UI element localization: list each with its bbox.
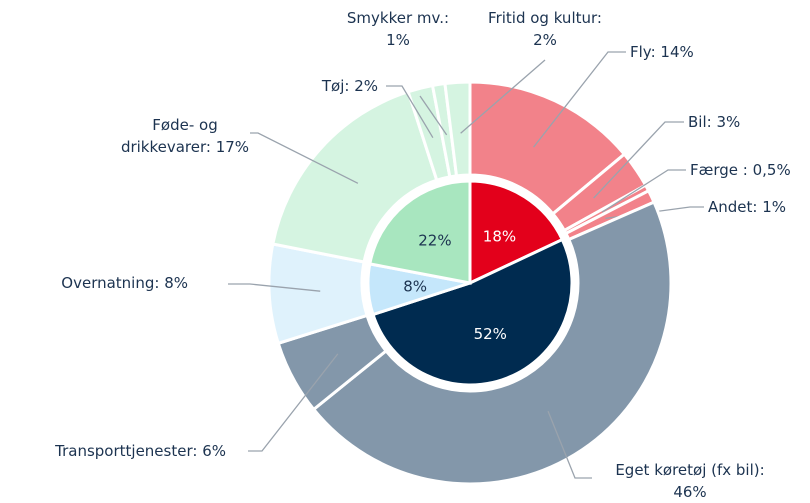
outer-label: Fly: 14% bbox=[630, 43, 694, 61]
leader-line bbox=[547, 410, 592, 479]
inner-slice bbox=[371, 237, 574, 387]
outer-label: Transporttjenester: 6% bbox=[54, 442, 226, 460]
inner-label: 22% bbox=[418, 231, 451, 249]
outer-label: Føde- og drikkevarer: 17% bbox=[121, 116, 249, 156]
outer-slice bbox=[443, 80, 472, 178]
outer-label: Tøj: 2% bbox=[321, 77, 378, 95]
leader-line bbox=[386, 85, 434, 138]
outer-slice bbox=[271, 89, 439, 264]
outer-slice bbox=[311, 200, 673, 486]
leader-line bbox=[250, 132, 359, 184]
outer-label: Overnatning: 8% bbox=[61, 274, 188, 292]
leader-line bbox=[593, 121, 684, 199]
outer-label: Bil: 3% bbox=[688, 113, 740, 131]
leader-line bbox=[533, 51, 626, 148]
leader-line bbox=[419, 95, 448, 136]
inner-slice bbox=[368, 179, 472, 285]
leader-line bbox=[460, 59, 546, 134]
leader-line bbox=[228, 283, 321, 292]
outer-label: Eget køretøj (fx bil): 46% bbox=[615, 461, 764, 501]
outer-label: Andet: 1% bbox=[708, 198, 786, 216]
inner-slice bbox=[468, 179, 565, 286]
outer-label: Færge : 0,5% bbox=[690, 161, 791, 179]
outer-label: Fritid og kultur: 2% bbox=[488, 9, 602, 49]
outer-label: Smykker mv.: 1% bbox=[347, 9, 449, 49]
inner-label: 52% bbox=[474, 325, 507, 343]
inner-label: 18% bbox=[483, 227, 516, 245]
inner-label: 8% bbox=[403, 277, 427, 295]
leader-line bbox=[601, 169, 686, 213]
leader-line bbox=[248, 353, 339, 452]
